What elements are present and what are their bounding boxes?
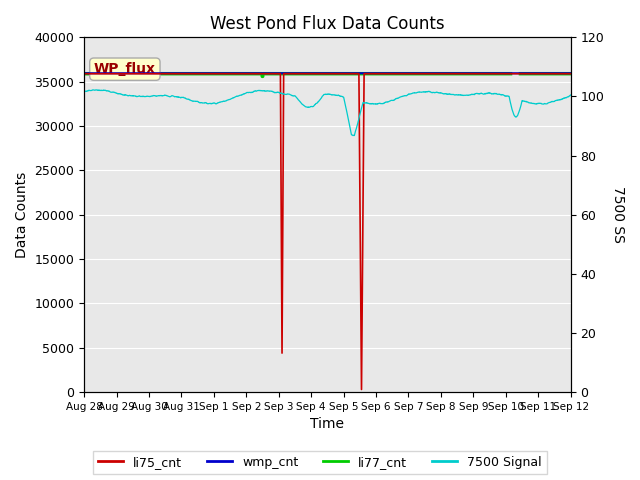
Y-axis label: 7500 SS: 7500 SS xyxy=(611,186,625,243)
Title: West Pond Flux Data Counts: West Pond Flux Data Counts xyxy=(210,15,445,33)
X-axis label: Time: Time xyxy=(310,418,344,432)
Y-axis label: Data Counts: Data Counts xyxy=(15,172,29,258)
Text: WP_flux: WP_flux xyxy=(94,62,156,76)
Legend: li75_cnt, wmp_cnt, li77_cnt, 7500 Signal: li75_cnt, wmp_cnt, li77_cnt, 7500 Signal xyxy=(93,451,547,474)
